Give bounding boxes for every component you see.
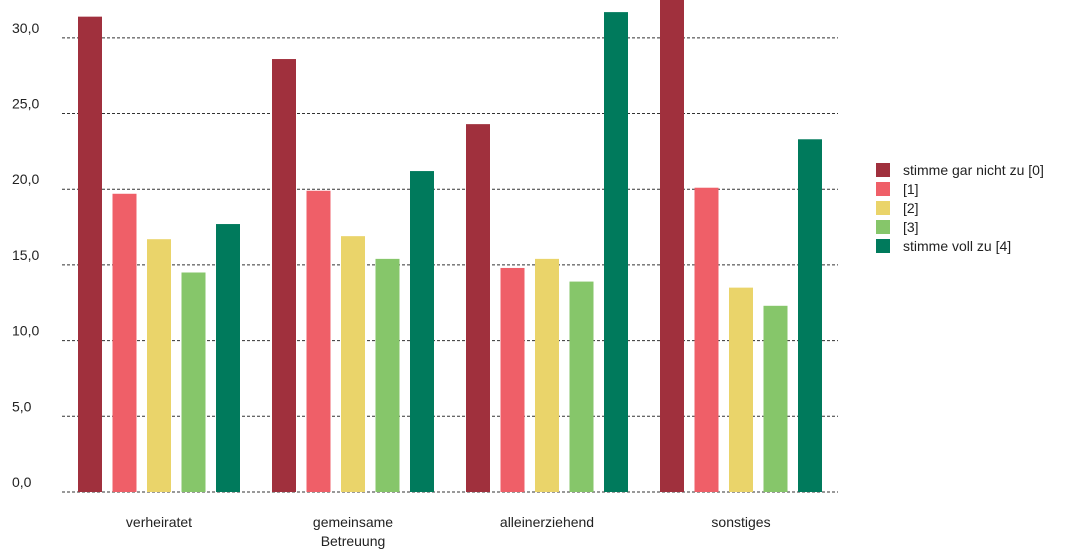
bar xyxy=(535,258,559,492)
legend-swatch xyxy=(876,201,890,215)
y-tick-label: 30,0 xyxy=(12,20,39,36)
legend: stimme gar nicht zu [0] [1] [2] [3] stimme v… xyxy=(876,162,1044,254)
bar xyxy=(181,272,206,492)
x-tick-label: verheiratet xyxy=(125,514,193,530)
bar xyxy=(694,187,719,492)
y-tick-label: 10,0 xyxy=(12,323,39,339)
y-tick-label: 15,0 xyxy=(12,247,39,263)
x-tick-label: gemeinsame Betreuung xyxy=(312,514,394,549)
bar xyxy=(341,236,365,492)
y-tick-label: 20,0 xyxy=(12,171,39,187)
x-tick-label: alleinerziehend xyxy=(499,514,595,530)
legend-label: [1] xyxy=(903,181,919,197)
bar xyxy=(306,190,331,492)
bar xyxy=(375,258,400,492)
legend-swatch xyxy=(876,182,890,196)
legend-swatch xyxy=(876,220,890,234)
bar xyxy=(660,0,684,493)
bar xyxy=(112,193,137,492)
bar xyxy=(147,239,171,492)
legend-label: stimme voll zu [4] xyxy=(903,238,1011,254)
bar xyxy=(500,267,525,492)
bar xyxy=(410,171,434,492)
bars xyxy=(78,0,822,493)
y-tick-label: 25,0 xyxy=(12,96,39,112)
bar xyxy=(763,305,788,492)
legend-swatch xyxy=(876,163,890,177)
legend-swatch xyxy=(876,239,890,253)
y-tick-label: 5,0 xyxy=(12,398,32,414)
bar xyxy=(604,12,628,492)
y-tick-label: 0,0 xyxy=(12,474,32,490)
bar xyxy=(798,139,822,492)
legend-label: [2] xyxy=(903,200,919,216)
x-tick-label: sonstiges xyxy=(711,514,771,530)
bar xyxy=(569,281,594,492)
legend-label: stimme gar nicht zu [0] xyxy=(903,162,1044,178)
legend-label: [3] xyxy=(903,219,919,235)
bar xyxy=(216,224,240,492)
bar xyxy=(78,16,102,492)
bar xyxy=(272,59,296,492)
bar xyxy=(466,124,490,493)
bar xyxy=(729,287,753,492)
